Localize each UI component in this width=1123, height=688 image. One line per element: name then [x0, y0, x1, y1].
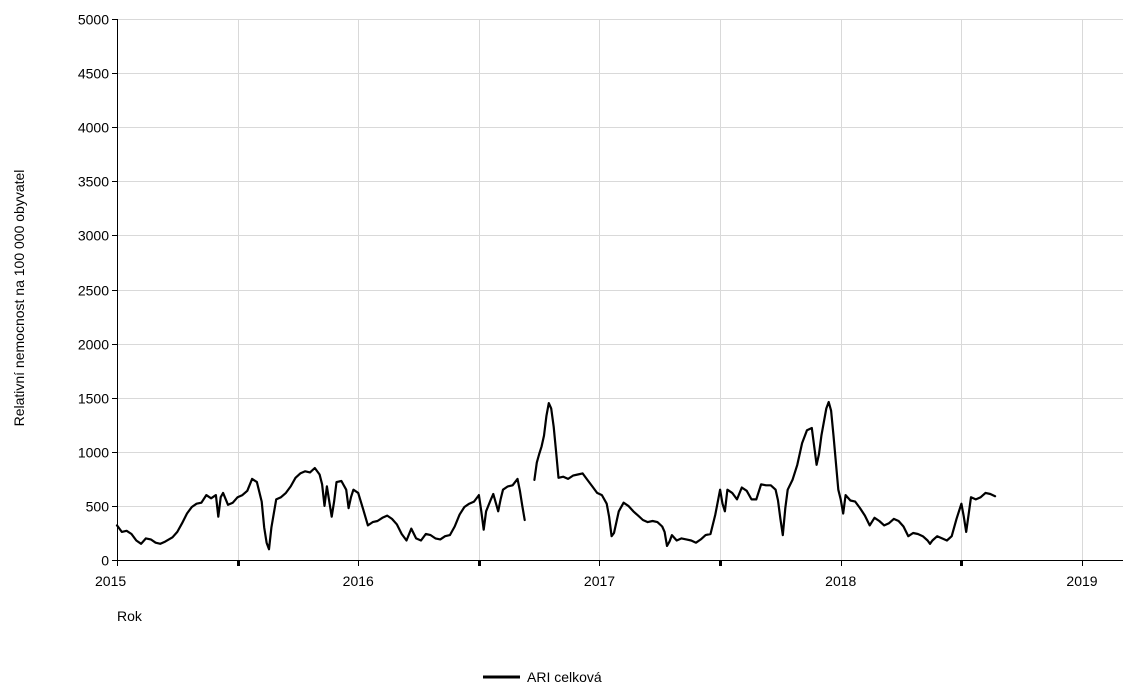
y-tick-label: 2000	[78, 337, 109, 353]
y-tick-label: 3000	[78, 228, 109, 244]
x-tick-label: 2019	[1066, 573, 1097, 589]
x-tick-label: 2018	[825, 573, 856, 589]
x-axis-label: Rok	[117, 608, 143, 624]
legend: ARI celková	[483, 669, 602, 685]
y-tick-label: 0	[101, 553, 109, 569]
y-tick-label: 5000	[78, 12, 109, 28]
y-tick-label: 1000	[78, 445, 109, 461]
x-tick-label: 2016	[343, 573, 374, 589]
series-line-ari-segment-1	[115, 466, 526, 551]
tick-labels: 0 500 1000 1500 2000 2500 3000 3500 4000 4500 5000…	[78, 12, 1098, 590]
y-tick-label: 4000	[78, 120, 109, 136]
y-tick-label: 4500	[78, 66, 109, 82]
series-layer	[115, 400, 997, 551]
x-tick-label: 2015	[95, 573, 126, 589]
gridlines	[117, 19, 1123, 560]
series-line-ari-segment-2	[533, 400, 997, 547]
y-axis-label: Relativní nemocnost na 100 000 obyvatel	[11, 170, 27, 427]
axes	[112, 19, 1123, 566]
y-tick-label: 3500	[78, 174, 109, 190]
y-tick-label: 1500	[78, 391, 109, 407]
x-tick-label: 2017	[584, 573, 615, 589]
y-tick-label: 2500	[78, 283, 109, 299]
y-tick-label: 500	[86, 499, 110, 515]
legend-label-ari: ARI celková	[527, 669, 602, 685]
